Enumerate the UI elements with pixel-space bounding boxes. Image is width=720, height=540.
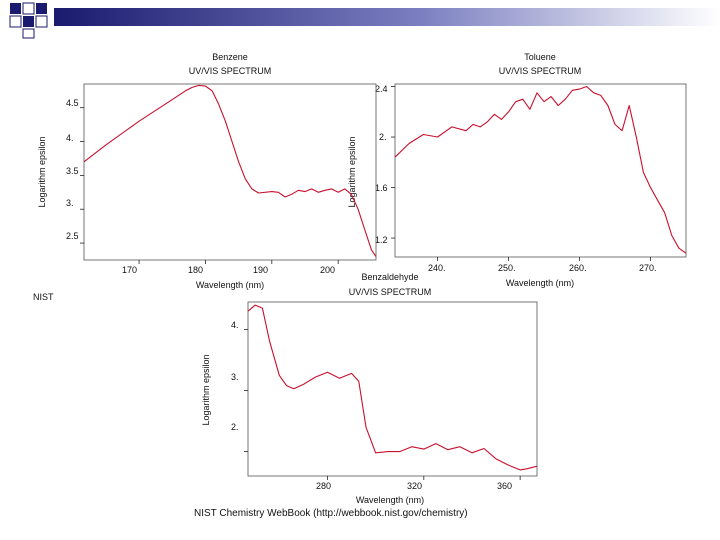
y-tick-label: 3. xyxy=(66,198,74,208)
header-gradient-band xyxy=(54,8,720,26)
slide-header-decoration xyxy=(9,2,720,39)
x-tick-label: 250. xyxy=(498,263,516,273)
footer-source: NIST Chemistry WebBook (http://webbook.n… xyxy=(194,508,468,519)
y-tick-label: 2. xyxy=(231,422,239,432)
chart-toluene xyxy=(391,83,687,261)
y-tick-label: 1.2 xyxy=(375,235,388,245)
deco-square xyxy=(23,16,34,27)
y-tick-label: 2.4 xyxy=(375,84,388,94)
x-axis-label: Wavelength (nm) xyxy=(505,278,575,288)
spectrum-line xyxy=(247,304,538,471)
deco-square xyxy=(10,3,21,14)
spectrum-line xyxy=(83,84,377,257)
plot-frame xyxy=(394,83,687,258)
x-axis-label: Wavelength (nm) xyxy=(355,495,425,505)
y-tick-label: 3.5 xyxy=(66,166,79,176)
y-tick-label: 2.5 xyxy=(66,231,79,241)
y-tick-label: 4. xyxy=(231,320,239,330)
chart-subtitle: UV/VIS SPECTRUM xyxy=(498,66,582,76)
y-tick-label: 3. xyxy=(231,372,239,382)
y-tick-label: 1.6 xyxy=(375,183,388,193)
deco-square xyxy=(36,3,47,14)
spectrum-line xyxy=(394,85,687,254)
x-tick-label: 170 xyxy=(122,265,138,275)
plot-frame xyxy=(247,301,538,477)
x-tick-label: 280 xyxy=(316,481,332,491)
deco-square xyxy=(35,15,48,28)
x-tick-label: 190 xyxy=(253,265,269,275)
x-tick-label: 180 xyxy=(188,265,204,275)
deco-square xyxy=(9,15,22,28)
x-tick-label: 260. xyxy=(569,263,587,273)
x-tick-label: 240. xyxy=(428,263,446,273)
x-tick-label: 270. xyxy=(639,263,657,273)
x-tick-label: 320 xyxy=(407,481,423,491)
x-tick-label: 360 xyxy=(497,481,513,491)
y-tick-label: 4. xyxy=(66,133,74,143)
chart-title: Toluene xyxy=(524,52,556,62)
chart-subtitle: UV/VIS SPECTRUM xyxy=(348,287,432,297)
chart-benzene xyxy=(80,83,377,264)
nist-corner-label: NIST xyxy=(33,292,54,302)
deco-square xyxy=(22,28,35,39)
plot-frame xyxy=(83,83,377,261)
chart-title: Benzaldehyde xyxy=(361,272,419,282)
y-tick-label: 2. xyxy=(379,132,387,142)
y-tick-label: 4.5 xyxy=(66,98,79,108)
chart-title: Benzene xyxy=(212,52,248,62)
x-axis-label: Wavelength (nm) xyxy=(195,280,265,290)
deco-square xyxy=(22,2,35,15)
chart-benzaldehyde xyxy=(244,301,538,480)
chart-subtitle: UV/VIS SPECTRUM xyxy=(188,66,272,76)
x-tick-label: 200 xyxy=(320,265,336,275)
